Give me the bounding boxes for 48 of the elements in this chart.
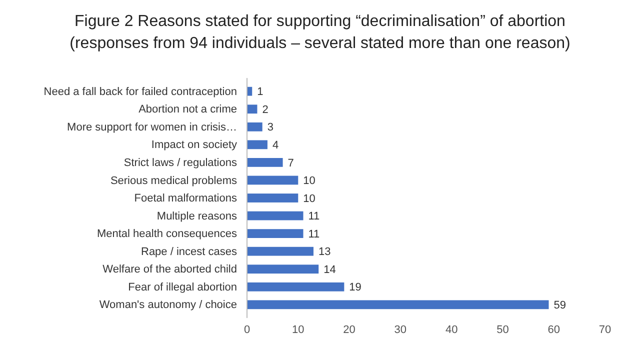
bar	[247, 140, 268, 150]
data-label: 1	[257, 86, 264, 98]
data-label: 7	[288, 157, 294, 170]
y-tick-label: Serious medical problems	[110, 174, 238, 187]
y-tick-label: Mental health consequences	[96, 228, 238, 240]
y-tick-label: Rape / incest cases	[141, 246, 238, 258]
bar	[247, 282, 344, 292]
bar	[247, 264, 319, 274]
data-label: 10	[303, 192, 316, 205]
x-tick-label: 0	[244, 324, 250, 336]
data-label: 11	[308, 210, 320, 223]
chart-title: Figure 2 Reasons stated for supporting “decriminalisation” of abortion	[74, 13, 566, 30]
x-tick-label: 20	[343, 324, 356, 336]
bar	[247, 176, 298, 185]
y-tick-label: Foetal malformations	[134, 192, 238, 205]
data-label: 13	[318, 246, 331, 258]
bar	[247, 194, 298, 202]
y-tick-label: Abortion not a crime	[138, 104, 237, 116]
x-tick-label: 70	[598, 324, 612, 336]
y-tick-label: Need a fall back for failed contraception	[44, 86, 237, 98]
data-label: 19	[349, 282, 362, 294]
data-label: 4	[272, 140, 279, 152]
x-tick-label: 30	[394, 324, 407, 336]
data-label: 11	[308, 228, 320, 240]
data-label: 2	[262, 104, 268, 116]
x-tick-label: 50	[496, 324, 509, 336]
y-tick-label: Strict laws / regulations	[124, 156, 238, 169]
chart-subtitle: (responses from 94 individuals – several stated more than one reason)	[70, 35, 570, 52]
data-label: 3	[267, 122, 274, 134]
y-tick-label: Multiple reasons	[156, 210, 238, 222]
data-label: 14	[324, 264, 336, 276]
bar	[247, 300, 549, 310]
y-tick-label: More support for women in crisis…	[67, 121, 237, 134]
bar	[247, 246, 314, 256]
bar	[247, 229, 304, 238]
y-tick-label: Welfare of the aborted child	[102, 264, 237, 276]
y-tick-label: Impact on society	[151, 139, 238, 152]
bar	[247, 211, 304, 220]
x-tick-label: 60	[548, 324, 560, 336]
x-tick-label: 40	[445, 324, 458, 336]
bar	[247, 104, 258, 114]
bar	[247, 158, 283, 167]
x-tick-label: 10	[292, 324, 304, 336]
y-tick-label: Fear of illegal abortion	[128, 281, 237, 294]
bar	[247, 122, 262, 132]
y-tick-label: Woman's autonomy / choice	[99, 299, 237, 312]
data-label: 59	[554, 300, 566, 312]
data-label: 10	[303, 175, 316, 188]
